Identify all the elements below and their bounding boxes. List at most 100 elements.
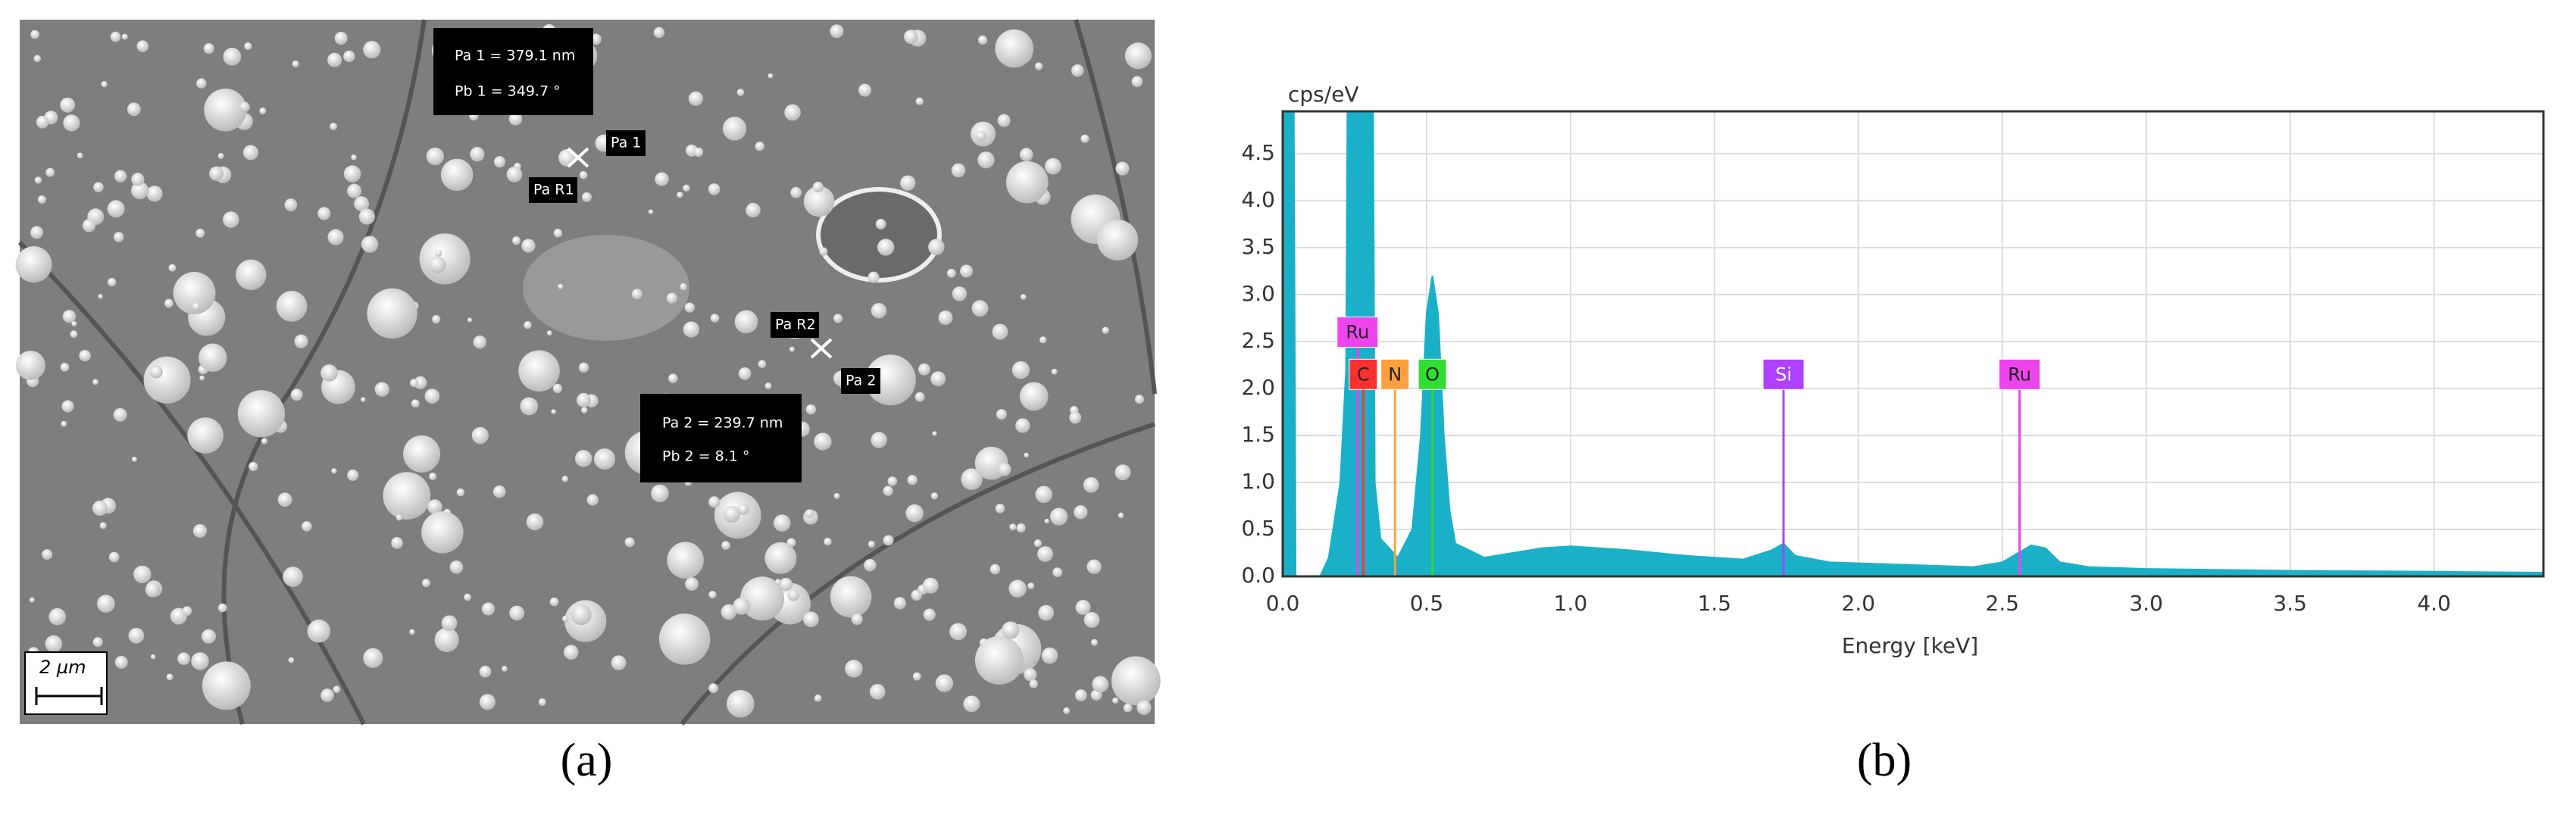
particle bbox=[974, 635, 1024, 685]
particle bbox=[1051, 368, 1058, 375]
particle bbox=[467, 317, 473, 323]
particle bbox=[775, 579, 781, 585]
particle bbox=[520, 397, 539, 416]
particle bbox=[708, 496, 721, 508]
particle bbox=[130, 181, 149, 200]
particle bbox=[683, 184, 690, 192]
particle bbox=[655, 172, 669, 186]
particle bbox=[904, 30, 918, 45]
particle bbox=[1123, 703, 1133, 713]
particle bbox=[755, 142, 764, 151]
particle bbox=[734, 310, 758, 334]
x-tick-label: 0.5 bbox=[1410, 591, 1444, 616]
particle bbox=[830, 576, 872, 618]
plot-frame bbox=[1281, 110, 2545, 578]
particle bbox=[217, 153, 224, 159]
particle bbox=[1037, 546, 1053, 562]
particle bbox=[97, 595, 115, 613]
particle bbox=[893, 597, 906, 610]
particle bbox=[203, 43, 214, 55]
particle bbox=[261, 438, 267, 445]
particle bbox=[677, 192, 683, 198]
particle bbox=[786, 538, 796, 548]
particle bbox=[1027, 582, 1035, 590]
particle bbox=[506, 166, 523, 183]
particle bbox=[367, 288, 417, 339]
particle bbox=[992, 323, 1008, 340]
particle bbox=[905, 504, 924, 523]
particle bbox=[552, 383, 563, 394]
particle bbox=[1024, 452, 1029, 458]
particle bbox=[1044, 518, 1049, 524]
scale-bar-box bbox=[24, 651, 108, 715]
particle bbox=[1114, 464, 1131, 481]
particle bbox=[464, 593, 471, 601]
particle bbox=[883, 485, 893, 496]
particle bbox=[951, 163, 966, 178]
particle bbox=[60, 363, 70, 372]
particle bbox=[202, 661, 251, 710]
annotation-text: Pa 1 = 379.1 nm bbox=[455, 48, 575, 64]
particle bbox=[869, 683, 886, 700]
particle bbox=[721, 541, 730, 550]
particle bbox=[812, 181, 824, 192]
particle bbox=[195, 228, 205, 238]
measure-marker bbox=[567, 147, 833, 359]
particle bbox=[292, 60, 299, 67]
particle bbox=[60, 97, 76, 113]
particle bbox=[830, 24, 844, 39]
particle bbox=[1075, 600, 1091, 615]
x-tick-label: 3.0 bbox=[2129, 591, 2163, 616]
particle bbox=[1136, 700, 1152, 715]
particle bbox=[493, 156, 506, 168]
particle bbox=[150, 654, 156, 660]
particle bbox=[92, 637, 103, 648]
particle bbox=[199, 343, 227, 372]
particle bbox=[71, 321, 77, 327]
particle bbox=[1083, 477, 1099, 493]
particle bbox=[789, 346, 795, 352]
particle bbox=[1086, 559, 1102, 574]
particle bbox=[721, 604, 737, 620]
particle bbox=[239, 101, 250, 113]
particle bbox=[374, 382, 389, 397]
particle bbox=[294, 334, 308, 348]
particle bbox=[204, 88, 247, 132]
particle bbox=[858, 83, 872, 97]
particle bbox=[343, 165, 361, 183]
particle bbox=[1115, 161, 1130, 176]
particle bbox=[101, 81, 108, 88]
particle bbox=[932, 431, 937, 436]
particle bbox=[37, 195, 46, 204]
element-box bbox=[1762, 358, 1805, 390]
particle bbox=[960, 264, 974, 278]
particle bbox=[143, 356, 191, 404]
particle bbox=[223, 211, 239, 228]
particle bbox=[653, 27, 665, 39]
particle bbox=[288, 657, 295, 663]
particle bbox=[723, 505, 741, 523]
particle bbox=[685, 577, 699, 591]
particle bbox=[1112, 697, 1119, 704]
particle bbox=[146, 186, 163, 202]
particle bbox=[42, 549, 53, 560]
tag-box bbox=[771, 312, 819, 338]
particle bbox=[302, 521, 312, 532]
particle bbox=[683, 321, 699, 338]
particle bbox=[82, 219, 96, 233]
particle bbox=[223, 47, 242, 66]
particle bbox=[361, 397, 366, 402]
particle bbox=[949, 623, 967, 641]
particle bbox=[166, 673, 174, 681]
particle bbox=[15, 351, 45, 380]
x-tick-label: 0.0 bbox=[1266, 591, 1300, 616]
particle bbox=[512, 236, 521, 245]
particle bbox=[1020, 294, 1027, 300]
particle bbox=[579, 170, 588, 179]
particle bbox=[471, 426, 489, 445]
particle bbox=[758, 360, 767, 368]
particle bbox=[594, 448, 616, 470]
particle bbox=[432, 315, 441, 324]
particle bbox=[29, 597, 35, 603]
particle bbox=[45, 167, 55, 177]
